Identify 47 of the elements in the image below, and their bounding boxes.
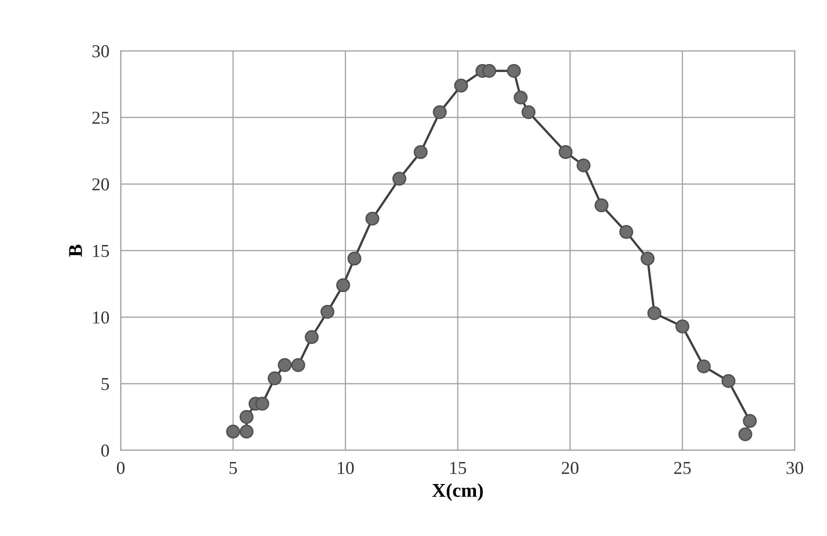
- x-tick-label: 10: [338, 462, 354, 474]
- y-tick-label: 15: [93, 244, 109, 258]
- point: [558, 145, 573, 160]
- y-tick-label: 25: [92, 112, 109, 124]
- x-tick-label: 5: [230, 462, 237, 474]
- point: [696, 359, 711, 374]
- point: [722, 374, 736, 388]
- point: [278, 358, 292, 372]
- point: [647, 306, 662, 320]
- point: [454, 78, 468, 92]
- x-axis-title: X(cm): [432, 483, 483, 501]
- x-tick-label: 30: [786, 462, 804, 474]
- point: [742, 414, 757, 428]
- point: [522, 105, 536, 120]
- point: [392, 172, 406, 186]
- y-tick-label: 20: [92, 178, 109, 190]
- point: [576, 158, 591, 172]
- point: [320, 304, 334, 319]
- point: [240, 424, 254, 439]
- point: [432, 105, 447, 120]
- x-tick-label: 25: [674, 462, 691, 474]
- point: [482, 64, 496, 78]
- y-tick-label: 30: [92, 45, 109, 58]
- point: [506, 64, 521, 78]
- point: [226, 424, 240, 439]
- x-tick-label: 20: [562, 462, 578, 474]
- point: [347, 252, 362, 266]
- x-tick-label: 0: [116, 462, 125, 474]
- point: [304, 330, 319, 344]
- point: [268, 371, 282, 386]
- point: [255, 396, 270, 411]
- point: [336, 278, 350, 292]
- point: [414, 145, 428, 160]
- point: [291, 358, 306, 372]
- point: [240, 410, 254, 424]
- point: [514, 90, 528, 104]
- x-tick-label: 15: [450, 462, 466, 474]
- point: [640, 252, 655, 266]
- y-axis-title: B: [69, 244, 82, 257]
- point: [738, 427, 752, 442]
- point: [619, 225, 634, 239]
- point: [675, 320, 690, 334]
- y-tick-label: 0: [101, 444, 109, 457]
- y-tick-label: 10: [93, 311, 109, 324]
- point: [365, 212, 380, 226]
- point: [594, 198, 608, 212]
- y-tick-label: 5: [102, 378, 109, 390]
